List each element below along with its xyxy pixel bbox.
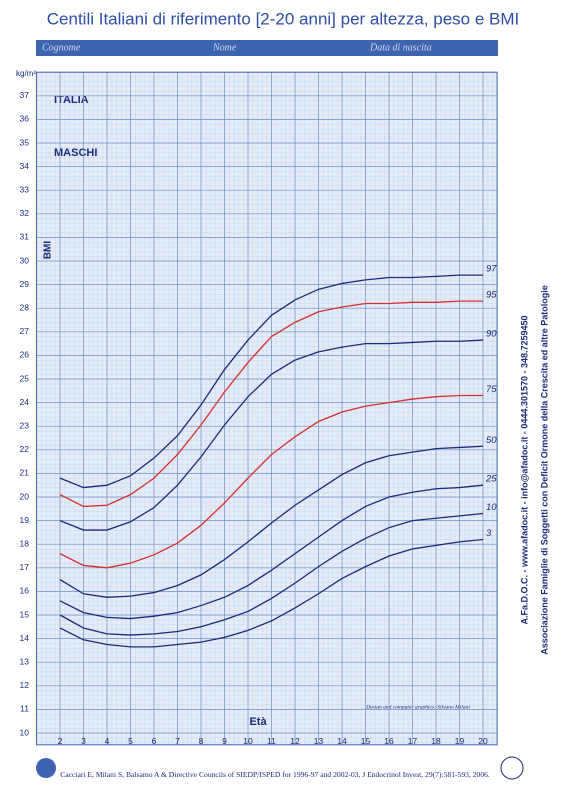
x-tick-label: 9 [222,736,227,746]
side-contacts: A.Fa.D.O.C. - www.afadoc.it - info@afado… [519,315,529,624]
centile-line [59,339,484,531]
y-tick-label: 21 [20,468,30,478]
series-label: 97 [486,264,497,275]
x-tick-label: 18 [431,736,441,746]
credit: Design and computer graphics: Silvano Mi… [365,704,470,710]
x-tick-label: 19 [455,736,465,746]
x-tick-label: 2 [58,736,63,746]
plot-frame [36,71,498,746]
y-tick-label: 25 [20,373,30,383]
series-label: 90 [486,329,497,340]
country: ITALIA [54,94,89,106]
x-tick-label: 15 [361,736,371,746]
y-tick-label: 31 [20,232,30,242]
y-tick-label: 11 [20,704,29,714]
y-tick-label: 20 [20,491,30,501]
centile-line [59,274,483,489]
sex: MASCHI [54,147,97,159]
y-tick-label: 23 [20,420,30,430]
logo [500,756,524,780]
y-tick-label: 27 [20,326,30,336]
side-association: Associazione Famiglie di Soggetti con De… [539,285,549,655]
y-tick-label: 35 [20,137,30,147]
y-tick-label: 26 [20,350,30,360]
series-label: 50 [486,435,497,446]
y-unit: kg/m² [16,69,36,78]
y-tick-label: 30 [20,255,30,265]
y-tick-label: 10 [20,727,30,737]
y-tick-label: 14 [20,633,30,643]
centile-line [59,300,483,508]
x-tick-label: 7 [175,736,180,746]
y-tick-label: 15 [20,609,30,619]
series-label: 3 [486,528,492,539]
x-tick-label: 6 [152,736,157,746]
centile-line [59,512,484,636]
citation: Cacciari E, Milani S, Balsamo A & Direct… [60,770,490,779]
field: Data di nascita [369,42,432,53]
y-tick-label: 29 [20,279,30,289]
x-tick-label: 4 [105,736,110,746]
x-tick-label: 16 [384,736,394,746]
minor-grid [36,72,498,745]
y-tick-label: 24 [20,397,30,407]
x-tick-label: 8 [199,736,204,746]
centile-line [59,445,484,598]
y-tick-label: 18 [20,538,30,548]
series-label: 95 [486,290,497,301]
x-tick-label: 5 [128,736,133,746]
centile-line [59,538,484,648]
y-tick-label: 36 [20,114,30,124]
chart-title: Centili Italiani di riferimento [2-20 an… [47,9,519,28]
y-tick-label: 22 [20,444,30,454]
x-tick-label: 3 [81,736,86,746]
y-tick-label: 17 [20,562,30,572]
field: Nome [212,42,237,53]
y-tick-label: 19 [20,515,30,525]
x-tick-label: 12 [290,736,300,746]
y-tick-label: 37 [20,90,30,100]
y-tick-label: 33 [20,184,30,194]
y-tick-label: 34 [20,161,30,171]
y-tick-label: 12 [20,680,30,690]
x-label: Età [249,716,267,728]
y-tick-label: 32 [20,208,30,218]
x-tick-label: 20 [478,736,488,746]
x-tick-label: 10 [243,736,253,746]
x-tick-label: 13 [314,736,324,746]
series-label: 25 [485,474,497,485]
centile-line [59,484,484,620]
y-tick-label: 28 [20,302,30,312]
field-bar [36,40,498,56]
series-label: 75 [486,384,497,395]
logo [36,758,56,778]
field: Cognome [42,42,81,53]
x-tick-label: 14 [337,736,347,746]
series-label: 10 [486,502,497,513]
centile-line [59,394,483,569]
x-tick-label: 17 [408,736,418,746]
y-label: BMI [43,241,54,260]
y-tick-label: 16 [20,586,30,596]
y-tick-label: 13 [20,656,30,666]
x-tick-label: 11 [267,736,276,746]
